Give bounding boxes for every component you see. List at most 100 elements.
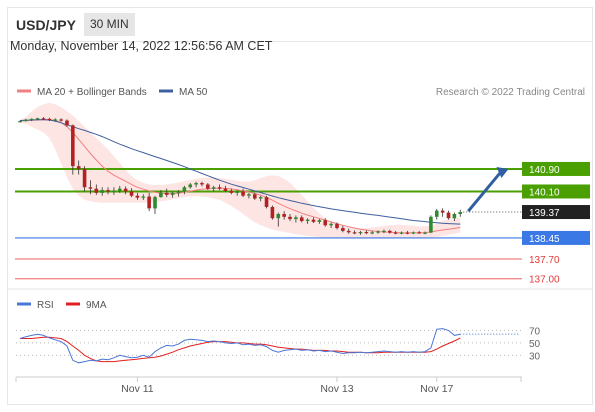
candle-body [200, 183, 204, 185]
timeframe-button[interactable]: 30 MIN [84, 13, 135, 36]
candle-body [423, 232, 427, 234]
candle-body [358, 232, 363, 234]
forecast-arrow-shaft [467, 171, 502, 213]
candle-body [76, 166, 81, 169]
level-label-138.45: 138.45 [529, 234, 560, 245]
candle-body [188, 184, 193, 188]
candle-body [135, 195, 140, 198]
rsi-tick-50: 50 [529, 339, 541, 350]
candle-body [341, 228, 345, 231]
candle-body [405, 232, 410, 234]
candle-body [352, 232, 357, 234]
candle-body [153, 197, 157, 209]
candle-body [65, 120, 69, 126]
candle-body [141, 196, 146, 198]
candle-body [82, 168, 87, 188]
level-label-137.00: 137.00 [529, 275, 560, 286]
chart-header: USD/JPY 30 MIN [8, 8, 592, 42]
candle-body [264, 197, 269, 207]
candle-body [24, 119, 28, 122]
rsi-tick-30: 30 [529, 351, 541, 362]
price-panel: 140.90 140.10 139.37 138.45 137.70 137.00 [15, 102, 590, 286]
candle-body [253, 194, 257, 199]
ma50-line [19, 119, 461, 225]
candle-body [217, 187, 222, 189]
candle-body [117, 188, 122, 191]
candle-body [434, 210, 439, 217]
chart-widget: USD/JPY 30 MIN [7, 7, 593, 405]
candle-body [94, 188, 99, 193]
candle-body [112, 190, 116, 193]
candle-body [288, 216, 292, 220]
legend-label-rsi: RSI [37, 300, 54, 311]
candle-body [305, 219, 310, 222]
candle-body [53, 119, 58, 121]
candle-body [393, 232, 398, 234]
candle-body [446, 212, 451, 219]
x-tick-label: Nov 17 [420, 383, 453, 395]
level-label-139.37: 139.37 [529, 208, 560, 219]
candle-body [35, 118, 40, 120]
x-tick-label: Nov 13 [320, 383, 353, 395]
candle-body [317, 220, 322, 222]
candle-body [440, 210, 445, 213]
candle-body [206, 184, 210, 189]
date-text: Monday, November 14, 2022 12:56:56 AM CE… [10, 39, 273, 53]
candle-body [323, 220, 328, 226]
candle-body [182, 187, 187, 192]
level-label-137.70: 137.70 [529, 255, 560, 266]
candle-body [399, 232, 404, 234]
legend-label-ma9: 9MA [86, 300, 107, 311]
candle-body [47, 118, 52, 121]
candle-body [411, 232, 416, 234]
candle-body [29, 118, 34, 121]
candle-body [346, 230, 351, 233]
candle-body [194, 183, 198, 185]
level-tag-138.45 [522, 230, 590, 245]
rsi-line [19, 328, 461, 364]
candle-body [370, 232, 374, 234]
legend-label-ma20: MA 20 + Bollinger Bands [37, 87, 147, 98]
candle-body [270, 206, 275, 219]
candle-body [429, 216, 433, 233]
ma9-line [20, 336, 461, 363]
candle-body [241, 191, 245, 196]
candle-body [335, 223, 339, 229]
symbol-title: USD/JPY [16, 17, 76, 33]
candle-body [123, 188, 128, 192]
candle-body [164, 192, 169, 195]
candle-body [458, 212, 463, 214]
level-label-140.10: 140.10 [529, 187, 560, 198]
candle-body [88, 187, 93, 189]
candle-body [376, 231, 380, 233]
credit-text: Research © 2022 Trading Central [436, 87, 585, 98]
candle-body [176, 191, 181, 193]
forecast-arrow-head [496, 166, 509, 178]
legend-label-ma50: MA 50 [179, 87, 208, 98]
candle-body [71, 125, 75, 167]
candle-body [129, 191, 134, 196]
candle-body [311, 219, 316, 222]
candle-body [294, 217, 298, 220]
candle-body [235, 191, 239, 193]
candle-body [18, 121, 22, 123]
x-tick-label: Nov 11 [121, 383, 154, 395]
candle-body [282, 214, 286, 217]
level-tag-140.90 [522, 161, 590, 176]
ma20-line [19, 119, 461, 234]
level-label-140.90: 140.90 [529, 165, 560, 176]
candle-body [388, 230, 392, 233]
candle-body [329, 223, 333, 226]
candle-body [223, 188, 228, 191]
candle-body [299, 217, 304, 222]
candle-body [100, 190, 104, 193]
rsi-tick-70: 70 [529, 326, 541, 337]
x-axis-ticks: Nov 11 Nov 13 Nov 17 [15, 377, 522, 395]
level-tag-140.10 [522, 184, 590, 199]
candle-body [159, 192, 163, 198]
candle-body [41, 118, 46, 120]
candle-body [258, 197, 263, 199]
candle-body [276, 214, 281, 219]
